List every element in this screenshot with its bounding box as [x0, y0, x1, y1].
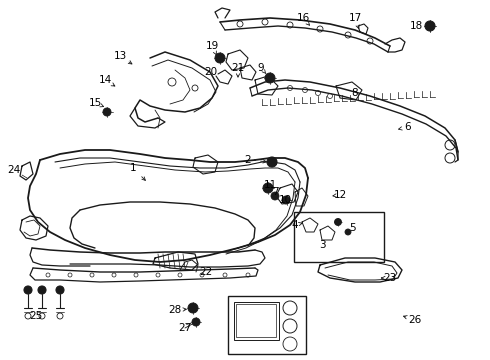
Circle shape: [265, 73, 275, 83]
Circle shape: [271, 192, 279, 200]
Text: 21: 21: [231, 63, 245, 73]
Circle shape: [267, 157, 277, 167]
Text: 11: 11: [264, 180, 277, 190]
Text: 15: 15: [88, 98, 101, 108]
Text: 19: 19: [205, 41, 219, 51]
Bar: [236, 304, 276, 337]
Text: 1: 1: [130, 163, 136, 173]
Circle shape: [38, 286, 46, 294]
Circle shape: [103, 108, 111, 116]
Text: 14: 14: [98, 75, 112, 85]
Text: 3: 3: [318, 240, 325, 250]
Text: 5: 5: [349, 223, 355, 233]
Text: 22: 22: [199, 267, 213, 277]
Text: 13: 13: [113, 51, 126, 61]
Text: 23: 23: [383, 273, 396, 283]
Text: 26: 26: [408, 315, 421, 325]
Circle shape: [192, 318, 200, 326]
Text: 7: 7: [271, 187, 278, 197]
Text: 4: 4: [292, 220, 298, 230]
Circle shape: [345, 229, 351, 235]
Text: 18: 18: [409, 21, 423, 31]
Circle shape: [56, 286, 64, 294]
Text: 28: 28: [169, 305, 182, 315]
Text: 16: 16: [296, 13, 310, 23]
Circle shape: [215, 53, 225, 63]
Text: 6: 6: [405, 122, 411, 132]
Text: 8: 8: [352, 88, 358, 98]
Text: 17: 17: [348, 13, 362, 23]
Bar: [228, 296, 306, 354]
Circle shape: [24, 286, 32, 294]
Bar: [294, 212, 384, 262]
Text: 2: 2: [245, 155, 251, 165]
Text: 24: 24: [7, 165, 21, 175]
Circle shape: [188, 303, 198, 313]
Circle shape: [335, 219, 342, 225]
Text: 27: 27: [178, 323, 192, 333]
Text: 9: 9: [258, 63, 264, 73]
Text: 12: 12: [333, 190, 346, 200]
Circle shape: [263, 183, 273, 193]
Bar: [234, 302, 279, 340]
Text: 20: 20: [204, 67, 218, 77]
Text: 10: 10: [278, 195, 292, 205]
Circle shape: [425, 21, 435, 31]
Text: 25: 25: [29, 311, 43, 321]
Circle shape: [282, 196, 290, 204]
